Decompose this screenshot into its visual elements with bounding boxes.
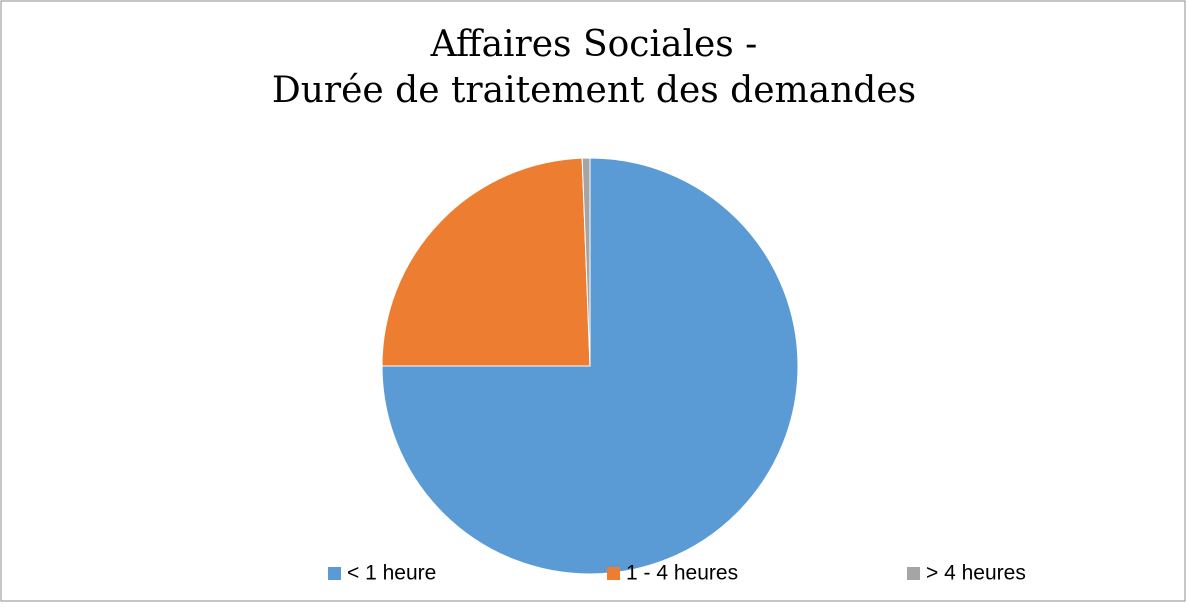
pie-slice [381,157,591,367]
pie-slice [381,157,799,575]
legend-swatch [328,567,341,580]
legend-swatch [607,567,620,580]
legend-swatch [907,567,920,580]
legend-label: 1 - 4 heures [626,562,738,585]
legend-label: < 1 heure [347,562,436,585]
pie-slice [581,157,591,367]
chart-title: Durée de traitement des demandes [272,70,916,111]
legend-label: > 4 heures [926,562,1026,585]
chart-title: Affaires Sociales - [430,24,758,65]
